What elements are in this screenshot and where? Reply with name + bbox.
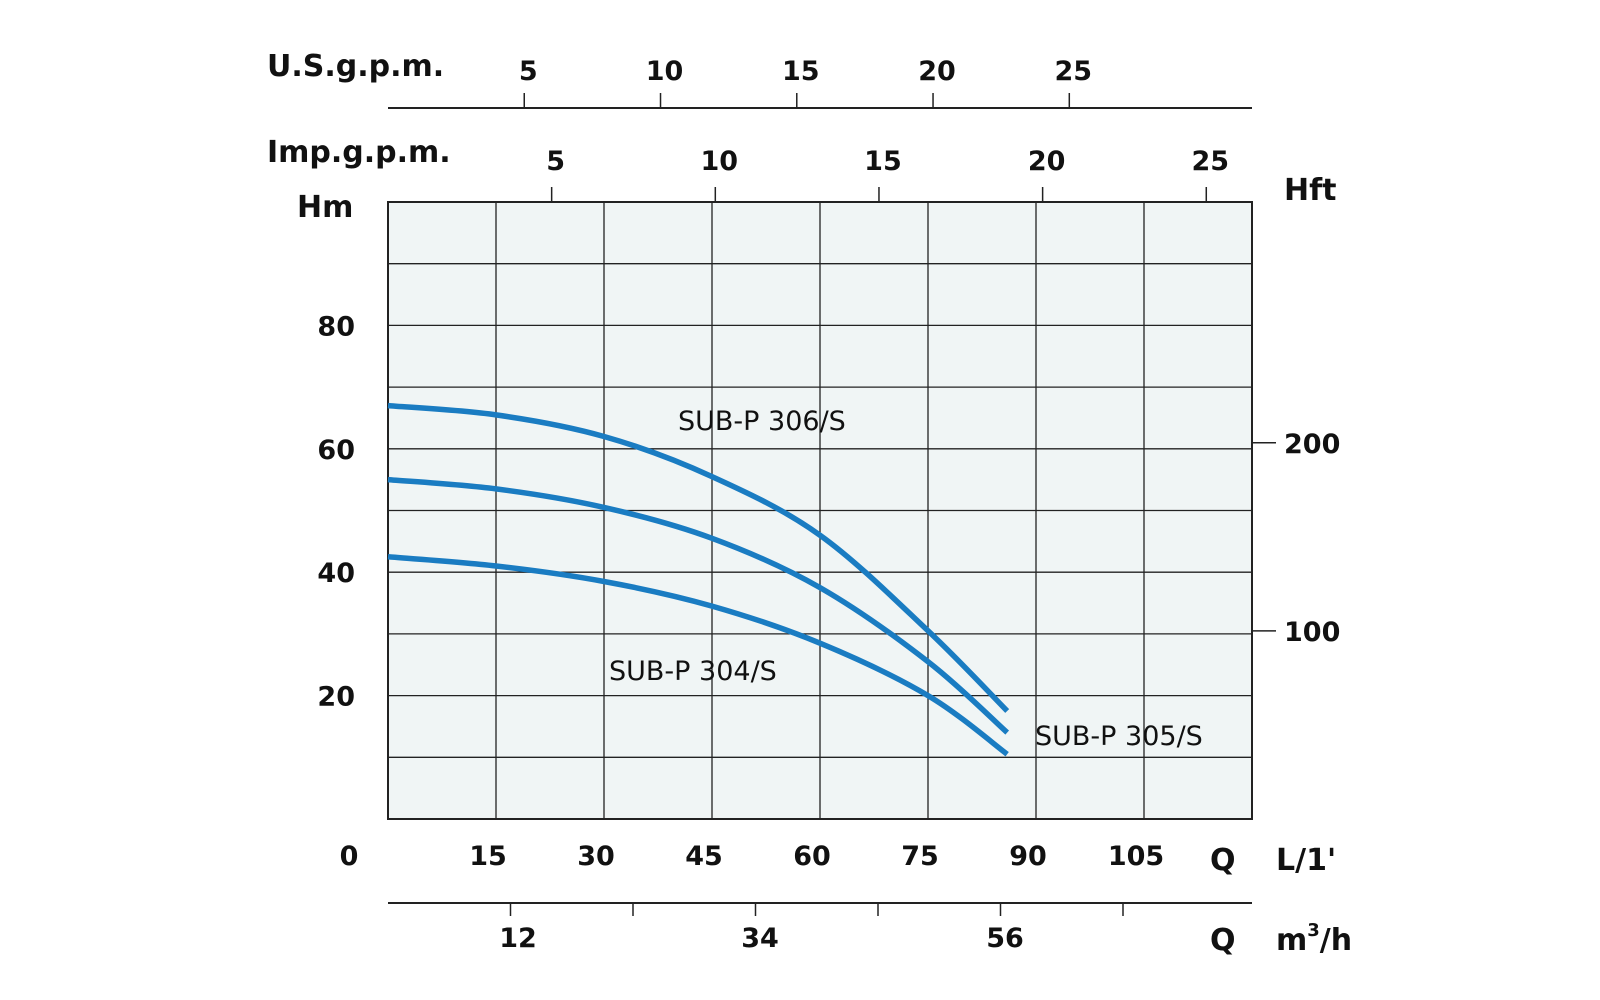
flow-axis-tick-label: 60 bbox=[793, 841, 831, 872]
us-gpm-unit-label: U.S.g.p.m. bbox=[267, 49, 444, 84]
flow-q-label: Q bbox=[1210, 843, 1236, 878]
m3h-q-label: Q bbox=[1210, 923, 1236, 958]
imp-gpm-tick-label: 15 bbox=[864, 146, 902, 177]
imp-gpm-tick-label: 25 bbox=[1191, 146, 1229, 177]
left-axis: Hm 20 40 60 80 bbox=[297, 190, 355, 713]
flow-axis: 0 15 30 45 60 75 90 105 Q L/1' bbox=[340, 841, 1337, 878]
flow-axis-tick-label: 15 bbox=[469, 841, 507, 872]
imp-gpm-axis: Imp.g.p.m. 5 10 15 20 25 bbox=[267, 135, 1229, 202]
left-axis-tick-label: 60 bbox=[317, 435, 355, 466]
right-axis-tick-label: 200 bbox=[1284, 429, 1340, 460]
m3h-tick-label: 56 bbox=[986, 923, 1024, 954]
left-axis-tick-label: 80 bbox=[317, 311, 355, 342]
left-axis-unit-label: Hm bbox=[297, 190, 353, 225]
pump-curves bbox=[387, 402, 1010, 757]
series-label-305: SUB-P 305/S bbox=[1035, 721, 1203, 752]
series-label-304: SUB-P 304/S bbox=[609, 656, 777, 687]
flow-axis-tick-label: 90 bbox=[1009, 841, 1047, 872]
flow-axis-tick-label: 0 bbox=[340, 841, 359, 872]
right-axis: Hft 100 200 bbox=[1252, 173, 1340, 648]
series-label-306: SUB-P 306/S bbox=[678, 406, 846, 437]
flow-axis-tick-label: 75 bbox=[901, 841, 939, 872]
m3h-tick-label: 12 bbox=[499, 923, 537, 954]
us-gpm-tick-label: 25 bbox=[1055, 56, 1093, 87]
right-axis-unit-label: Hft bbox=[1284, 173, 1337, 208]
us-gpm-tick-label: 20 bbox=[918, 56, 956, 87]
imp-gpm-tick-label: 10 bbox=[701, 146, 739, 177]
m3h-unit-superscript: 3 bbox=[1307, 920, 1320, 941]
m3h-tick-label: 34 bbox=[741, 923, 779, 954]
imp-gpm-unit-label: Imp.g.p.m. bbox=[267, 135, 451, 170]
imp-gpm-tick-label: 20 bbox=[1028, 146, 1066, 177]
us-gpm-tick-label: 10 bbox=[646, 56, 684, 87]
m3h-unit-label: m3/h bbox=[1276, 920, 1352, 958]
flow-unit-label: L/1' bbox=[1276, 843, 1336, 878]
m3h-unit-base: m bbox=[1276, 923, 1307, 958]
pump-curve-series-2 bbox=[387, 476, 1010, 735]
left-axis-tick-label: 20 bbox=[317, 682, 355, 713]
right-axis-tick-label: 100 bbox=[1284, 617, 1340, 648]
left-axis-tick-label: 40 bbox=[317, 558, 355, 589]
pump-curve-series-1 bbox=[387, 402, 1010, 713]
us-gpm-tick-label: 5 bbox=[519, 56, 538, 87]
pump-curve-series-3 bbox=[387, 554, 1009, 757]
us-gpm-axis: U.S.g.p.m. 5 10 15 20 25 bbox=[267, 49, 1252, 109]
imp-gpm-tick-label: 5 bbox=[546, 146, 565, 177]
us-gpm-tick-label: 15 bbox=[782, 56, 820, 87]
flow-axis-tick-label: 30 bbox=[577, 841, 615, 872]
flow-axis-tick-label: 105 bbox=[1108, 841, 1164, 872]
m3h-unit-suffix: /h bbox=[1320, 923, 1352, 958]
flow-axis-tick-label: 45 bbox=[685, 841, 723, 872]
m3h-axis: 12 34 56 Q m3/h bbox=[388, 902, 1352, 958]
grid bbox=[388, 202, 1252, 819]
